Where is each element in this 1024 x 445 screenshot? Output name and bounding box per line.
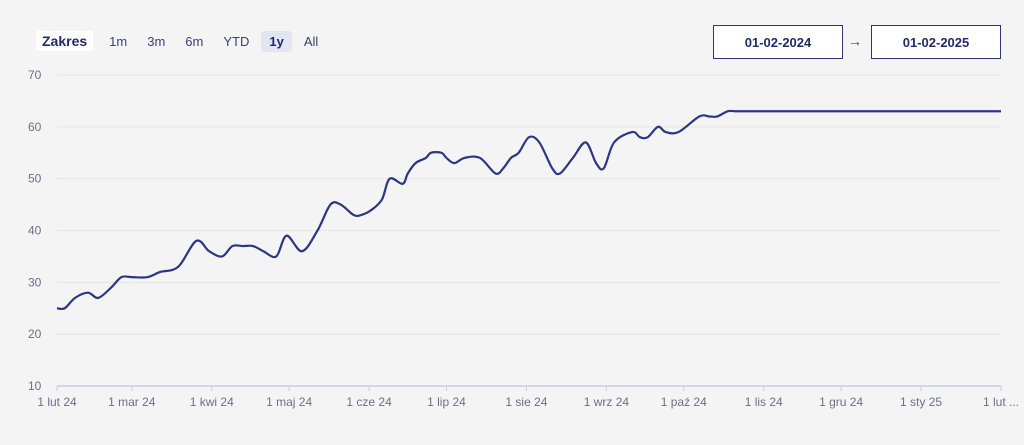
date-range-arrow: →: [848, 33, 862, 49]
date-from-input[interactable]: 01-02-2024: [713, 25, 843, 59]
y-tick-label: 30: [28, 275, 42, 289]
range-button-1m[interactable]: 1m: [109, 33, 128, 49]
date-to-input[interactable]: 01-02-2025: [871, 25, 1001, 59]
x-tick-label: 1 sty 25: [900, 395, 942, 409]
y-tick-label: 20: [28, 327, 42, 341]
x-tick-label: 1 cze 24: [346, 395, 392, 409]
x-tick-label: 1 paź 24: [661, 395, 707, 409]
x-tick-label: 1 gru 24: [819, 395, 863, 409]
x-tick-label: 1 sie 24: [505, 395, 547, 409]
y-tick-label: 10: [28, 379, 42, 393]
range-button-1y[interactable]: 1y: [261, 30, 292, 52]
x-tick-label: 1 lip 24: [427, 395, 466, 409]
x-tick-label: 1 lut ...: [983, 395, 1019, 409]
y-tick-label: 40: [28, 224, 42, 238]
y-tick-label: 60: [28, 120, 42, 134]
y-tick-label: 70: [28, 68, 42, 82]
y-tick-label: 50: [28, 172, 42, 186]
x-tick-label: 1 lut 24: [37, 395, 77, 409]
series-line: [56, 109, 1001, 311]
x-tick-label: 1 kwi 24: [190, 395, 234, 409]
x-tick-label: 1 lis 24: [745, 395, 783, 409]
x-tick-label: 1 mar 24: [108, 395, 156, 409]
range-button-ytd[interactable]: YTD: [223, 33, 250, 49]
range-label: Zakres: [36, 31, 94, 51]
x-tick-label: 1 maj 24: [266, 395, 312, 409]
range-button-6m[interactable]: 6m: [185, 33, 204, 49]
range-selector: Zakres 1m 3m 6m YTD 1y All: [36, 28, 330, 54]
x-tick-label: 1 wrz 24: [584, 395, 630, 409]
range-button-all[interactable]: All: [303, 33, 319, 49]
range-button-3m[interactable]: 3m: [147, 33, 166, 49]
